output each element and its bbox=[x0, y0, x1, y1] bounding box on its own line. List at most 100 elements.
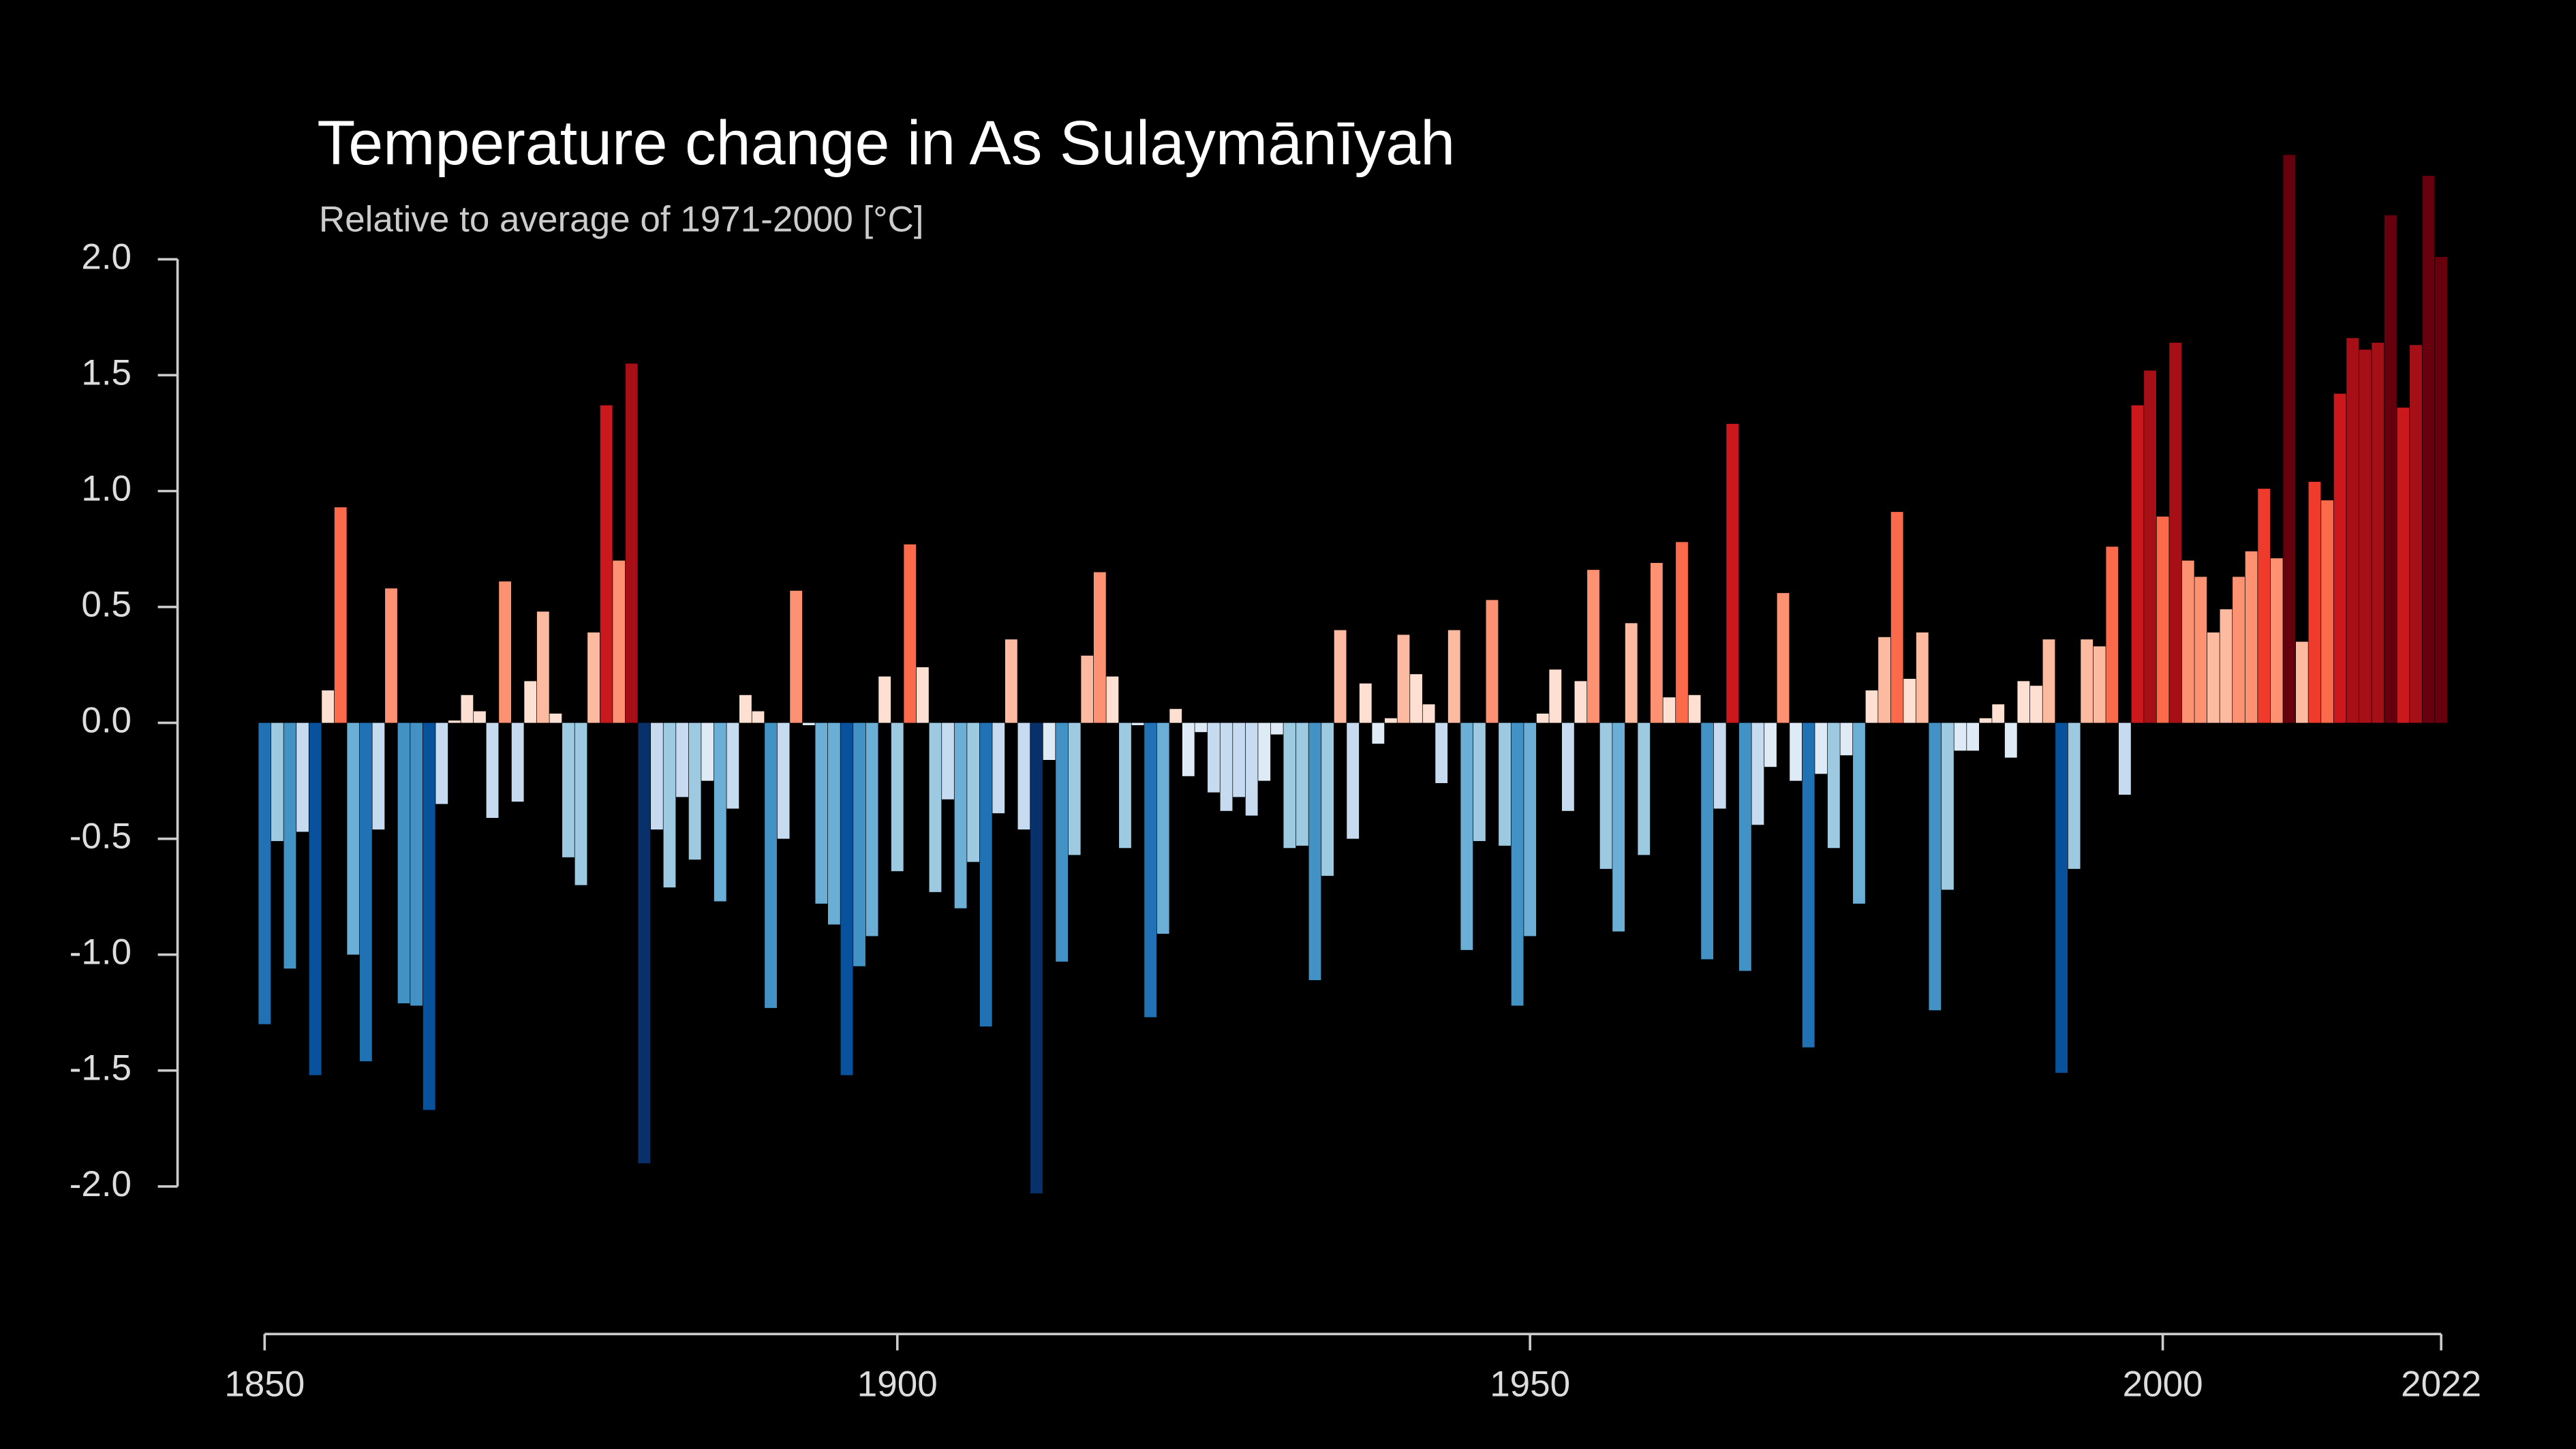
bar bbox=[2435, 257, 2448, 723]
bar bbox=[372, 722, 385, 830]
bar bbox=[309, 722, 322, 1076]
bar bbox=[2410, 345, 2422, 723]
bar bbox=[2397, 408, 2410, 723]
bar bbox=[1790, 722, 1803, 781]
bar bbox=[1916, 632, 1929, 723]
bar bbox=[891, 722, 904, 872]
bar bbox=[992, 722, 1005, 814]
bar bbox=[1043, 722, 1056, 761]
x-tick-label: 1950 bbox=[1490, 1364, 1570, 1404]
bar bbox=[853, 722, 865, 966]
bar bbox=[1827, 722, 1840, 849]
bar bbox=[2283, 155, 2296, 723]
bar bbox=[549, 713, 562, 723]
bar bbox=[1447, 630, 1460, 723]
bar bbox=[1131, 722, 1144, 725]
bar bbox=[878, 676, 891, 723]
bar bbox=[1942, 722, 1954, 890]
bar bbox=[1967, 722, 1979, 751]
bar bbox=[1764, 722, 1777, 767]
bar bbox=[2333, 393, 2346, 723]
bar bbox=[663, 722, 676, 888]
bar bbox=[1460, 722, 1473, 950]
bar bbox=[942, 722, 954, 799]
bar bbox=[448, 720, 461, 723]
bar bbox=[2030, 686, 2042, 723]
bar bbox=[347, 722, 360, 955]
bar bbox=[1587, 570, 1599, 723]
bar bbox=[1435, 722, 1448, 784]
y-tick-label: 0.5 bbox=[81, 585, 132, 625]
bar bbox=[1840, 722, 1853, 756]
bar bbox=[1119, 722, 1131, 849]
bar bbox=[2270, 558, 2283, 723]
y-tick-label: 1.0 bbox=[81, 468, 132, 508]
bar bbox=[676, 722, 688, 797]
bar bbox=[600, 405, 613, 723]
bar bbox=[2106, 547, 2119, 723]
bar bbox=[625, 363, 638, 723]
bar bbox=[283, 722, 296, 969]
bar bbox=[499, 581, 512, 723]
bar bbox=[2004, 722, 2017, 758]
bar bbox=[1372, 722, 1385, 744]
bar bbox=[1511, 722, 1524, 1006]
bar bbox=[1878, 637, 1891, 723]
bar bbox=[1233, 722, 1246, 797]
bar bbox=[587, 632, 600, 723]
bar bbox=[1574, 681, 1587, 723]
bar bbox=[765, 722, 777, 1008]
bar bbox=[802, 722, 815, 725]
bar bbox=[385, 588, 397, 723]
y-tick-label: 2.0 bbox=[81, 237, 132, 277]
bar bbox=[2068, 722, 2081, 869]
bar bbox=[638, 722, 651, 1163]
bar bbox=[2181, 560, 2194, 723]
bar bbox=[524, 681, 537, 723]
bar bbox=[865, 722, 878, 936]
bar bbox=[1321, 722, 1334, 876]
bar bbox=[2118, 722, 2131, 795]
bar bbox=[739, 695, 752, 723]
bar bbox=[1549, 669, 1562, 723]
bar bbox=[701, 722, 714, 781]
bar bbox=[916, 667, 929, 723]
bar bbox=[2156, 516, 2169, 723]
y-tick-label: -1.0 bbox=[70, 932, 132, 973]
bar bbox=[2093, 646, 2106, 723]
bar bbox=[536, 611, 549, 723]
y-tick-label: -2.0 bbox=[70, 1164, 132, 1204]
bar bbox=[1308, 722, 1321, 981]
bar bbox=[2308, 481, 2321, 723]
bar bbox=[2346, 338, 2359, 723]
bar bbox=[2194, 577, 2207, 723]
bar bbox=[954, 722, 967, 909]
bar bbox=[1979, 718, 1992, 723]
chart-subtitle: Relative to average of 1971-2000 [°C] bbox=[319, 199, 924, 239]
chart-title: Temperature change in As Sulaymānīyah bbox=[317, 108, 1455, 178]
bar bbox=[1208, 722, 1220, 793]
bar bbox=[1713, 722, 1726, 809]
bar bbox=[2055, 722, 2068, 1073]
bar bbox=[1625, 623, 1638, 723]
bar bbox=[1017, 722, 1030, 830]
bar bbox=[714, 722, 726, 902]
y-tick-label: -1.5 bbox=[70, 1048, 132, 1088]
bar bbox=[613, 560, 626, 723]
bar bbox=[574, 722, 587, 885]
bar bbox=[2207, 632, 2220, 723]
bar bbox=[1777, 593, 1790, 723]
bar bbox=[1650, 562, 1663, 723]
bar bbox=[1903, 678, 1916, 723]
bar bbox=[1005, 639, 1017, 723]
bar bbox=[1499, 722, 1511, 846]
bar bbox=[1182, 722, 1195, 776]
bar bbox=[1220, 722, 1233, 811]
bar bbox=[1688, 695, 1701, 723]
bar bbox=[2321, 500, 2333, 723]
bar bbox=[397, 722, 410, 1004]
bar bbox=[461, 695, 474, 723]
bar bbox=[1599, 722, 1612, 869]
bar bbox=[1283, 722, 1296, 849]
